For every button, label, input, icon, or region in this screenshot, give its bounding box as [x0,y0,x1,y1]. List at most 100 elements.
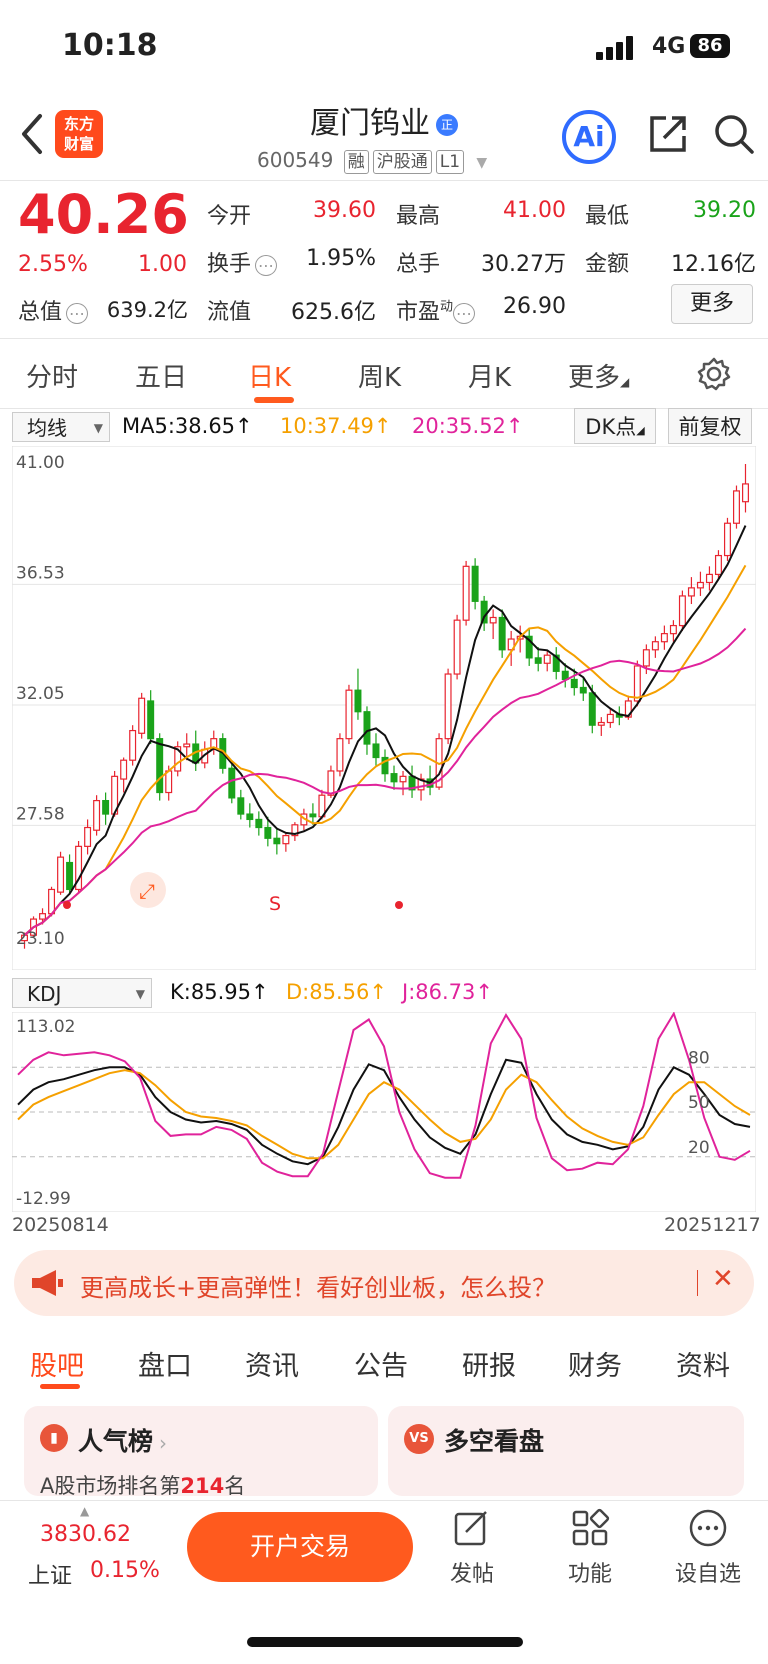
candle-body [705,573,713,584]
candlestick-chart[interactable]: 41.00 36.53 32.05 27.58 23.10 S ⤢ [12,446,756,970]
candle-body [399,775,407,783]
tab-five-day[interactable]: 五日 [135,363,188,393]
candle-body [570,678,578,689]
tab-weekly-k[interactable]: 周K [358,363,402,393]
turnover-label: 换手 ⋯ [207,246,278,278]
tab-intraday[interactable]: 分时 [26,363,79,393]
promo-banner[interactable] [14,1250,754,1316]
dk-point-button[interactable]: DK点◢ [574,408,656,444]
tab-research[interactable]: 研报 [462,1351,516,1382]
tag-connect: 沪股通 [372,150,432,174]
pe-value: 26.90 [503,294,566,319]
amount-label: 金额 [585,252,630,277]
index-name: 上证 [28,1564,73,1589]
candle-body [138,697,146,734]
popular-title: 人气榜 › [78,1427,168,1456]
ma5-value: MA5:38.65↑ [122,414,253,438]
watchlist-label[interactable]: 设自选 [674,1562,741,1587]
float-label: 流值 [207,300,252,325]
volume-value: 30.27万 [481,252,566,277]
candle-body [381,756,389,775]
back-icon[interactable] [18,110,48,158]
candle-body [642,649,650,667]
kdj-y-tick: 20 [688,1138,710,1158]
kdj-select[interactable]: KDJ ▼ [12,978,152,1008]
sell-marker: S [269,893,281,915]
low-value: 39.20 [693,198,756,223]
volume-label: 总手 [396,252,441,277]
tag-level: L1 [435,150,465,174]
candle-body [336,738,344,772]
dropdown-icon: ▼ [476,155,488,171]
change-value: 1.00 [138,252,187,277]
share-icon[interactable] [646,112,690,156]
tab-daily-k[interactable]: 日K [248,363,292,393]
ma20-line [23,627,747,936]
candle-body [462,565,470,621]
x-start-date: 20250814 [12,1214,109,1236]
y-tick-label: 23.10 [16,929,65,949]
info-icon[interactable]: ⋯ [255,255,278,276]
tab-announcement[interactable]: 公告 [354,1351,408,1382]
expand-up-icon[interactable]: ▲ [80,1504,90,1518]
popular-rank-card[interactable] [24,1406,378,1496]
expand-icon [130,872,166,908]
candle-body [291,824,299,837]
candle-body [21,934,28,942]
candle-body [453,619,461,675]
promo-text: 更高成长+更高弹性！看好创业板，怎么投？ [80,1274,557,1302]
tab-news[interactable]: 资讯 [245,1351,299,1382]
info-icon[interactable]: ⋯ [453,303,476,324]
more-quote-button[interactable]: 更多 [671,284,753,324]
functions-grid-icon[interactable] [570,1508,610,1548]
candle-body [102,799,110,815]
functions-label[interactable]: 功能 [567,1562,612,1587]
tab-finance[interactable]: 财务 [568,1351,622,1382]
app-logo[interactable]: 东方 财富 [55,110,103,158]
candle-body [75,845,83,891]
stock-name: 厦门钨业 [310,106,430,141]
turnover-value: 1.95% [306,246,376,271]
edit-post-icon[interactable] [452,1508,492,1548]
long-short-card[interactable] [388,1406,744,1496]
tab-pankou[interactable]: 盘口 [138,1351,192,1382]
search-icon[interactable] [712,112,756,156]
settings-gear-icon[interactable] [696,356,732,392]
candle-body [444,673,452,740]
low-label: 最低 [585,204,630,229]
candle-body [273,837,281,845]
high-label: 最高 [396,204,441,229]
x-end-date: 20251217 [664,1214,761,1236]
mktcap-label: 总值 ⋯ [18,294,89,326]
close-icon[interactable]: ✕ [712,1264,734,1294]
tab-more-periods[interactable]: 更多◢ [568,363,630,393]
tab-profile[interactable]: 资料 [676,1351,730,1382]
adjust-button[interactable]: 前复权 [668,408,752,444]
candle-body [255,818,263,829]
candle-body [498,616,506,651]
tab-monthly-k[interactable]: 月K [468,363,512,393]
candle-body [687,587,695,597]
popular-rank-text: A股市场排名第214名 [40,1474,246,1498]
candle-body [624,700,632,718]
kdj-chart[interactable]: 113.02 80 50 20 -12.99 [12,1012,756,1212]
more-dots-icon[interactable] [688,1508,728,1548]
info-icon[interactable]: ⋯ [66,303,89,324]
tab-guba[interactable]: 股吧 [30,1351,84,1382]
megaphone-icon [32,1270,63,1296]
promo-divider [697,1270,698,1296]
candle-body [183,743,191,748]
tab-indicator [254,397,294,403]
candle-body [723,522,731,557]
candle-body [633,665,641,702]
candle-body [228,767,236,799]
ma-select[interactable]: 均线 ▼ [12,412,110,442]
home-indicator [247,1637,523,1647]
candle-body [156,738,164,794]
post-label[interactable]: 发帖 [449,1562,494,1587]
ai-button[interactable]: Ai [562,110,616,164]
candle-body [669,624,677,635]
stock-subtitle[interactable]: 600549 融沪股通 L1 ▼ [257,148,487,174]
kdj-d-line [17,1069,751,1160]
open-account-trade-button[interactable]: 开户交易 [187,1512,413,1582]
